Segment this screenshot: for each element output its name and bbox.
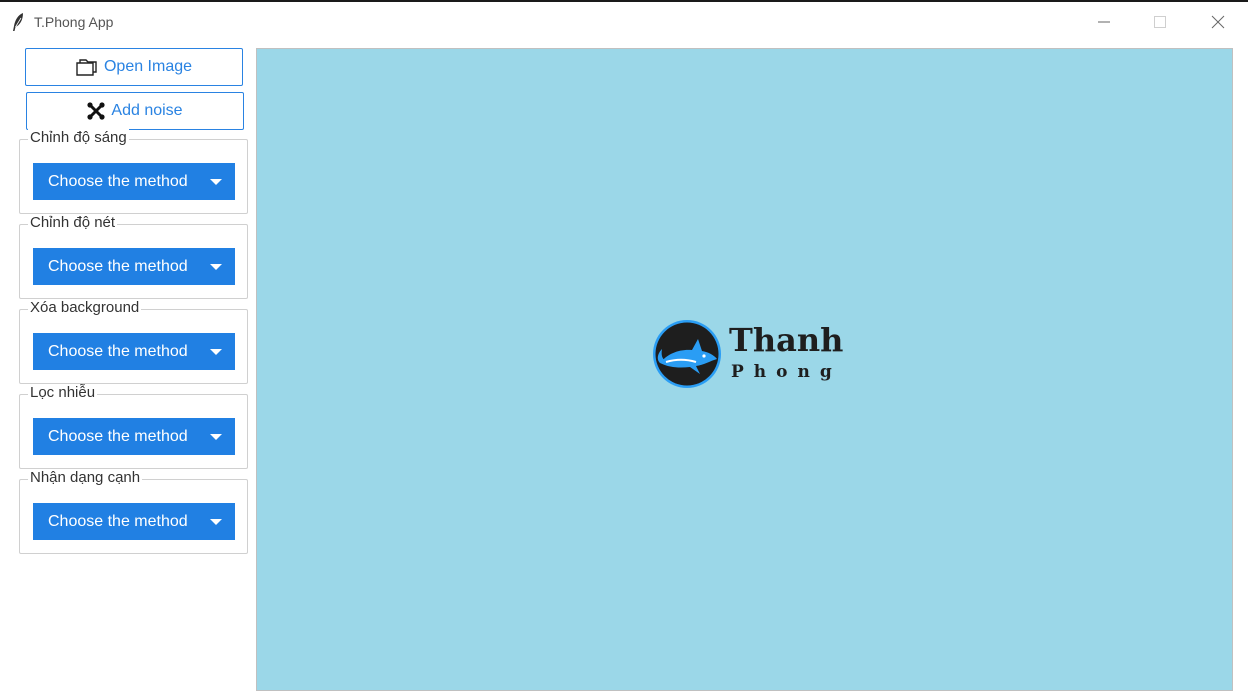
denoise-method-dropdown[interactable]: Choose the method bbox=[33, 418, 235, 455]
add-noise-label: Add noise bbox=[111, 102, 183, 119]
caret-down-icon bbox=[210, 179, 222, 185]
maximize-button[interactable] bbox=[1132, 4, 1188, 40]
add-noise-button[interactable]: Add noise bbox=[26, 92, 244, 130]
remove-background-group: Xóa background Choose the method bbox=[19, 299, 248, 384]
logo-text-line2: Phong bbox=[731, 362, 842, 382]
remove-background-method-dropdown[interactable]: Choose the method bbox=[33, 333, 235, 370]
tools-icon bbox=[87, 102, 106, 120]
close-icon bbox=[1211, 15, 1225, 29]
logo-text-line1: Thanh bbox=[729, 321, 844, 359]
group-label: Chỉnh độ nét bbox=[28, 214, 118, 232]
dropdown-value: Choose the method bbox=[48, 257, 188, 275]
maximize-icon bbox=[1154, 16, 1166, 28]
sharpness-group: Chỉnh độ nét Choose the method bbox=[19, 214, 248, 299]
shark-logo-icon bbox=[653, 320, 721, 388]
caret-down-icon bbox=[210, 434, 222, 440]
caret-down-icon bbox=[210, 519, 222, 525]
brand-logo: Thanh Phong bbox=[652, 319, 852, 391]
dropdown-value: Choose the method bbox=[48, 172, 188, 190]
title-bar: T.Phong App bbox=[0, 4, 1248, 40]
denoise-group: Lọc nhiễu Choose the method bbox=[19, 384, 248, 469]
group-label: Lọc nhiễu bbox=[28, 384, 98, 402]
edge-detection-group: Nhận dạng cạnh Choose the method bbox=[19, 469, 248, 554]
sharpness-method-dropdown[interactable]: Choose the method bbox=[33, 248, 235, 285]
brightness-method-dropdown[interactable]: Choose the method bbox=[33, 163, 235, 200]
dropdown-value: Choose the method bbox=[48, 427, 188, 445]
edge-detection-method-dropdown[interactable]: Choose the method bbox=[33, 503, 235, 540]
caret-down-icon bbox=[210, 264, 222, 270]
open-image-label: Open Image bbox=[103, 58, 193, 75]
open-image-button[interactable]: Open Image bbox=[25, 48, 243, 86]
group-label: Xóa background bbox=[28, 299, 142, 317]
close-button[interactable] bbox=[1190, 4, 1246, 40]
brightness-group: Chỉnh độ sáng Choose the method bbox=[19, 129, 248, 214]
folder-icon bbox=[76, 59, 97, 76]
dropdown-value: Choose the method bbox=[48, 342, 188, 360]
minimize-icon bbox=[1098, 21, 1110, 23]
minimize-button[interactable] bbox=[1076, 4, 1132, 40]
feather-icon bbox=[13, 13, 23, 31]
caret-down-icon bbox=[210, 349, 222, 355]
group-label: Nhận dạng cạnh bbox=[28, 469, 143, 487]
dropdown-value: Choose the method bbox=[48, 512, 188, 530]
group-label: Chỉnh độ sáng bbox=[28, 129, 129, 147]
image-canvas: Thanh Phong bbox=[256, 48, 1233, 691]
window-title: T.Phong App bbox=[34, 14, 114, 30]
